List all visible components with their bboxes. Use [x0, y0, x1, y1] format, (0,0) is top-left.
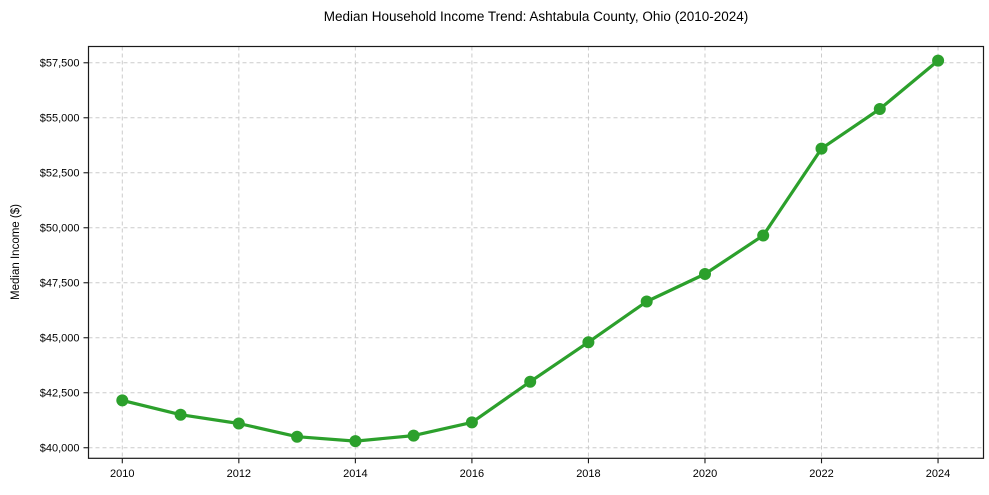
- x-tick-label: 2012: [227, 468, 251, 480]
- x-tick-label: 2024: [926, 468, 950, 480]
- data-point-2016: [465, 416, 478, 429]
- axis-ticks: [83, 62, 939, 464]
- data-point-2020: [699, 268, 711, 280]
- y-tick-label: $40,000: [40, 443, 80, 455]
- x-tick-label: 2016: [460, 468, 484, 480]
- x-axis-tick-labels: 2010 2012 2014 2016 2018 2020 2022 2024: [110, 468, 950, 480]
- y-tick-label: $52,500: [40, 168, 80, 180]
- x-tick-label: 2020: [693, 468, 717, 480]
- data-point-2012: [232, 417, 245, 430]
- data-point-2013: [291, 430, 304, 443]
- y-tick-label: $42,500: [40, 388, 80, 400]
- y-tick-label: $47,500: [40, 278, 80, 290]
- y-tick-label: $55,000: [40, 113, 80, 125]
- data-point-2018: [582, 336, 595, 349]
- data-point-2015: [407, 429, 420, 442]
- y-tick-label: $45,000: [40, 333, 80, 345]
- data-point-2023: [873, 103, 886, 115]
- gridlines: [88, 46, 984, 459]
- data-point-2017: [524, 375, 537, 388]
- data-point-2024: [932, 54, 945, 67]
- data-point-2011: [174, 408, 187, 421]
- x-tick-label: 2022: [809, 468, 833, 480]
- x-tick-label: 2014: [343, 468, 367, 480]
- y-tick-label: $50,000: [40, 223, 80, 235]
- income-trend-series: [116, 54, 945, 448]
- chart-title: Median Household Income Trend: Ashtabula…: [324, 9, 749, 24]
- plot-border: [87, 45, 985, 459]
- data-point-2019: [640, 295, 653, 308]
- data-point-2021: [757, 229, 770, 242]
- y-axis-label: Median Income ($): [10, 204, 22, 300]
- data-point-2022: [815, 142, 828, 155]
- data-point-2010: [116, 394, 129, 407]
- y-tick-label: $57,500: [40, 58, 80, 70]
- y-axis-tick-labels: $40,000 $42,500 $45,000 $47,500 $50,000 $52,5…: [40, 58, 80, 455]
- data-point-2014: [349, 435, 362, 448]
- x-tick-label: 2010: [110, 468, 134, 480]
- x-tick-label: 2018: [576, 468, 600, 480]
